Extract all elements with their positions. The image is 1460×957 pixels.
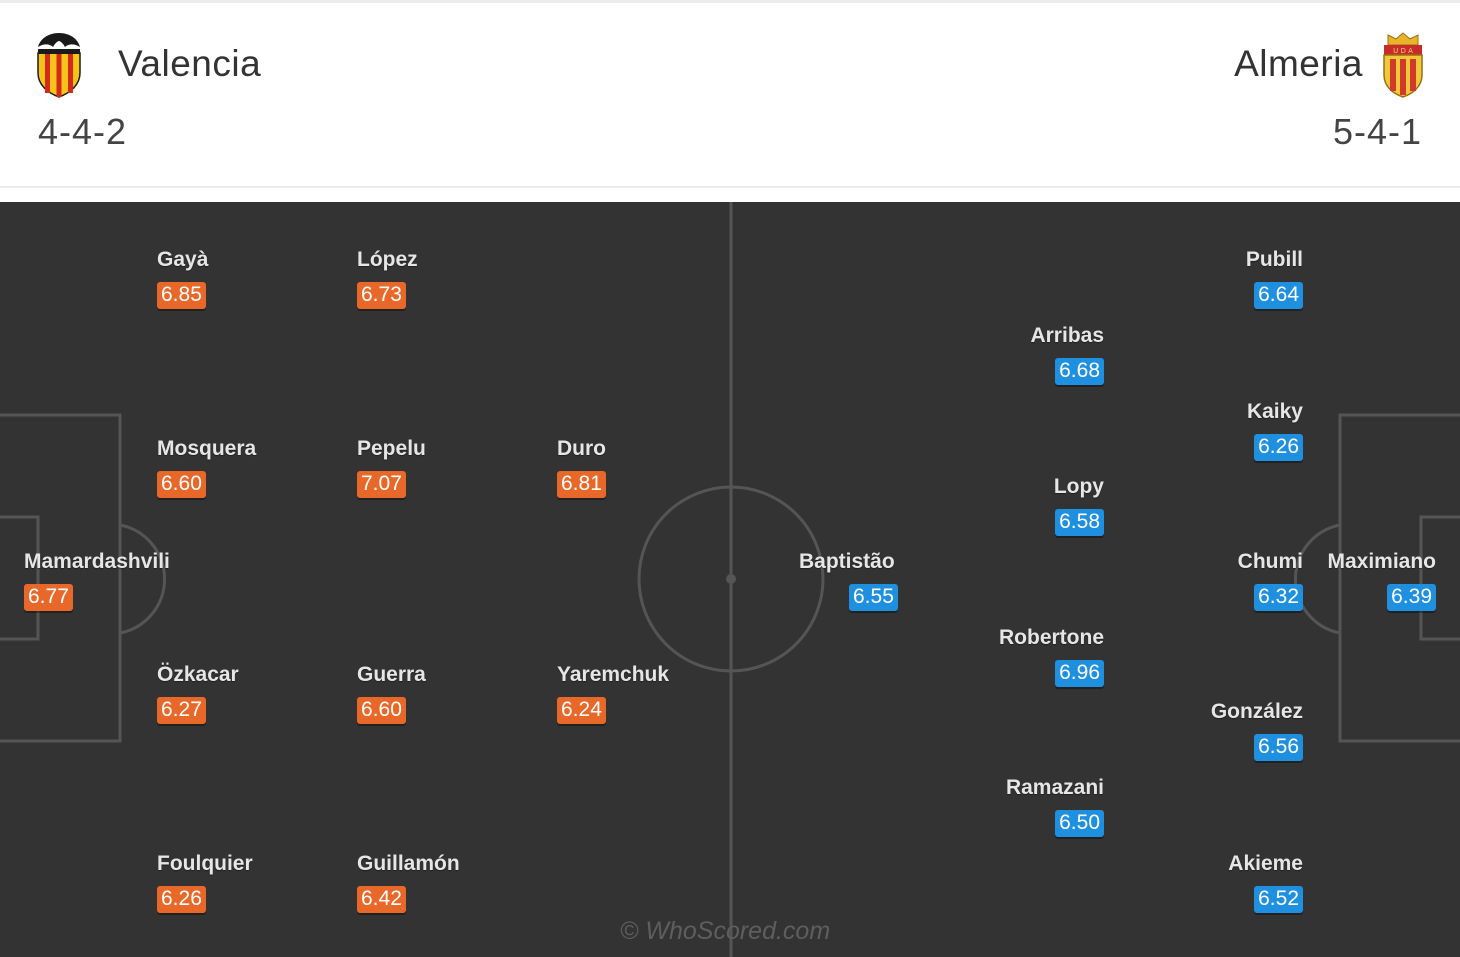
away-player[interactable]: Ramazani 6.50 <box>1006 776 1104 837</box>
player-rating-badge: 6.60 <box>157 471 206 498</box>
player-rating-badge: 6.60 <box>357 697 406 724</box>
player-rating-badge: 6.24 <box>557 697 606 724</box>
away-player[interactable]: Arribas 6.68 <box>1030 324 1104 385</box>
player-rating-badge: 6.32 <box>1254 584 1303 611</box>
player-name: Akieme <box>1228 852 1303 875</box>
player-name: Guillamón <box>357 852 460 875</box>
player-name: Mosquera <box>157 437 257 460</box>
player-rating-badge: 6.26 <box>157 886 206 913</box>
player-rating-badge: 6.85 <box>157 282 206 309</box>
home-player[interactable]: Pepelu 7.07 <box>357 437 426 498</box>
home-player[interactable]: Gayà 6.85 <box>157 248 208 309</box>
player-rating-badge: 6.77 <box>24 584 73 611</box>
almeria-crest-icon: U D A <box>1383 32 1423 98</box>
home-player[interactable]: Duro 6.81 <box>557 437 606 498</box>
home-player[interactable]: Özkacar 6.27 <box>157 663 239 724</box>
player-rating-badge: 6.55 <box>849 584 898 611</box>
valencia-crest-icon <box>37 33 81 98</box>
away-player[interactable]: Akieme 6.52 <box>1228 852 1303 913</box>
player-name: Guerra <box>357 663 426 686</box>
player-name: López <box>357 248 418 271</box>
home-team-name: Valencia <box>118 43 262 84</box>
home-player[interactable]: Foulquier 6.26 <box>157 852 253 913</box>
player-name: Kaiky <box>1246 400 1303 423</box>
player-rating-badge: 6.27 <box>157 697 206 724</box>
home-player[interactable]: Guillamón 6.42 <box>357 852 460 913</box>
home-player[interactable]: Mosquera 6.60 <box>157 437 256 498</box>
player-name: Özkacar <box>157 663 239 686</box>
player-name: Pubill <box>1245 248 1303 271</box>
player-name: Robertone <box>999 626 1104 649</box>
player-name: Yaremchuk <box>557 663 670 686</box>
player-rating-badge: 7.07 <box>357 471 406 498</box>
watermark: © WhoScored.com <box>620 917 831 945</box>
player-name: Chumi <box>1237 550 1303 573</box>
player-name: Baptistão <box>799 550 895 573</box>
player-name: Ramazani <box>1005 776 1104 799</box>
pitch: Gayà 6.85 López 6.73 Mosquera 6.60 Pepel… <box>0 202 1460 957</box>
away-formation: 5-4-1 <box>1332 111 1422 152</box>
player-rating-badge: 6.58 <box>1055 509 1104 536</box>
player-name: González <box>1210 700 1303 723</box>
away-player[interactable]: Maximiano 6.39 <box>1327 550 1436 611</box>
player-name: Maximiano <box>1327 550 1436 573</box>
player-name: Foulquier <box>157 852 253 875</box>
player-rating-badge: 6.52 <box>1254 886 1303 913</box>
svg-text:U D A: U D A <box>1393 47 1413 55</box>
home-formation: 4-4-2 <box>38 111 128 152</box>
pitch-lines <box>0 202 1460 957</box>
player-rating-badge: 6.64 <box>1254 282 1303 309</box>
player-rating-badge: 6.68 <box>1055 358 1104 385</box>
away-team-name: Almeria <box>1234 43 1363 84</box>
player-name: Mamardashvili <box>24 550 170 573</box>
player-name: Lopy <box>1053 475 1104 498</box>
player-rating-badge: 6.73 <box>357 282 406 309</box>
away-player[interactable]: Pubill 6.64 <box>1246 248 1303 309</box>
home-player[interactable]: Mamardashvili 6.77 <box>24 550 170 611</box>
player-name: Duro <box>557 437 606 460</box>
player-rating-badge: 6.81 <box>557 471 606 498</box>
player-rating-badge: 6.50 <box>1055 810 1104 837</box>
player-rating-badge: 6.96 <box>1055 660 1104 687</box>
home-player[interactable]: Yaremchuk 6.24 <box>557 663 669 724</box>
away-player[interactable]: Chumi 6.32 <box>1238 550 1303 611</box>
home-player[interactable]: López 6.73 <box>357 248 418 309</box>
away-player[interactable]: Robertone 6.96 <box>999 626 1104 687</box>
player-rating-badge: 6.39 <box>1387 584 1436 611</box>
match-header: Valencia 4-4-2 Almeria U D A 5-4-1 <box>0 0 1460 188</box>
player-name: Gayà <box>157 248 209 271</box>
away-player[interactable]: Baptistão 6.55 <box>799 550 898 611</box>
away-player[interactable]: Lopy 6.58 <box>1054 475 1104 536</box>
player-name: Arribas <box>1030 324 1104 347</box>
away-player[interactable]: González 6.56 <box>1211 700 1303 761</box>
home-player[interactable]: Guerra 6.60 <box>357 663 426 724</box>
player-name: Pepelu <box>357 437 426 460</box>
player-rating-badge: 6.56 <box>1254 734 1303 761</box>
player-rating-badge: 6.26 <box>1254 434 1303 461</box>
away-player[interactable]: Kaiky 6.26 <box>1247 400 1303 461</box>
player-rating-badge: 6.42 <box>357 886 406 913</box>
